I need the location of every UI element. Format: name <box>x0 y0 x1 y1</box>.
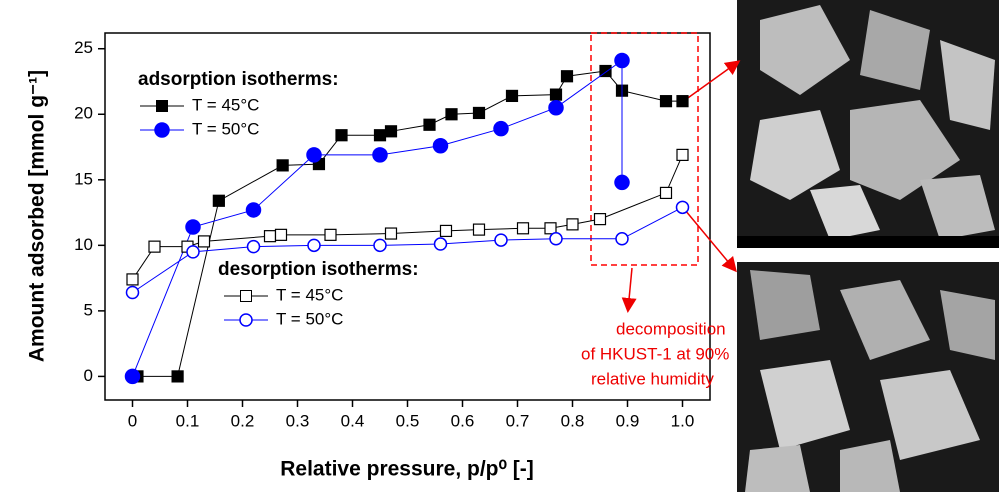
sem-top <box>737 0 999 248</box>
marker <box>212 194 225 207</box>
marker <box>246 239 261 254</box>
marker <box>274 228 288 241</box>
marker <box>549 232 563 246</box>
marker <box>263 230 277 243</box>
marker <box>599 64 612 78</box>
x-tick-label: 0.8 <box>561 411 585 430</box>
marker <box>659 95 673 108</box>
y-tick-label: 5 <box>84 300 93 319</box>
y-tick-label: 20 <box>74 104 93 123</box>
legend-label: T = 50°C <box>276 309 343 328</box>
marker <box>544 222 557 235</box>
marker <box>372 147 388 163</box>
y-axis-label: Amount adsorbed [mmol g⁻¹] <box>26 70 49 362</box>
marker <box>566 218 579 231</box>
marker <box>384 227 398 240</box>
marker <box>676 148 689 161</box>
x-tick-label: 0.1 <box>176 411 200 430</box>
series-line <box>132 59 623 377</box>
x-tick-label: 0.5 <box>396 411 420 430</box>
arrow <box>621 267 637 313</box>
marker <box>615 232 629 246</box>
marker <box>324 228 337 241</box>
x-tick-label: 0 <box>128 411 137 430</box>
y-tick-label: 10 <box>74 235 93 254</box>
marker <box>432 137 449 154</box>
annotation: relative humidity <box>591 369 714 388</box>
marker <box>433 237 448 251</box>
legend-title: desorption isotherms: <box>218 259 419 280</box>
y-tick-label: 15 <box>74 169 93 188</box>
legend-marker <box>156 100 168 112</box>
marker <box>675 200 690 215</box>
marker <box>384 125 398 138</box>
marker <box>307 238 321 253</box>
x-tick-label: 0.6 <box>451 411 475 430</box>
x-tick-label: 0.9 <box>616 411 640 430</box>
marker <box>124 368 141 385</box>
marker <box>171 370 184 383</box>
marker <box>614 174 630 191</box>
marker <box>659 186 673 200</box>
marker <box>373 238 387 253</box>
marker <box>245 202 262 218</box>
marker <box>472 106 486 120</box>
marker <box>373 129 387 142</box>
arrow <box>684 60 741 101</box>
marker <box>186 245 200 259</box>
marker <box>676 95 689 108</box>
marker <box>306 147 322 163</box>
x-tick-label: 0.7 <box>506 411 530 430</box>
marker <box>335 129 348 142</box>
series-line <box>132 206 683 293</box>
marker <box>125 285 140 300</box>
marker <box>423 118 436 131</box>
legend-marker <box>240 290 252 302</box>
marker <box>614 52 630 69</box>
legend-label: T = 50°C <box>192 119 259 138</box>
marker <box>560 70 574 83</box>
sem-bottom <box>737 262 999 492</box>
marker <box>494 233 508 247</box>
marker <box>185 219 201 235</box>
legend-marker <box>154 122 170 138</box>
highlight-box <box>590 32 699 266</box>
marker <box>472 223 486 236</box>
marker <box>197 235 211 248</box>
x-axis-label: Relative pressure, p/p⁰ [-] <box>280 458 534 481</box>
marker <box>126 273 139 286</box>
legend-marker <box>239 313 253 327</box>
x-tick-label: 0.4 <box>341 411 365 430</box>
x-tick-label: 0.2 <box>231 411 255 430</box>
x-tick-label: 0.3 <box>286 411 310 430</box>
legend-label: T = 45°C <box>192 95 259 114</box>
marker <box>505 89 519 103</box>
y-tick-label: 25 <box>74 38 93 57</box>
legend-label: T = 45°C <box>276 285 343 304</box>
marker <box>493 120 509 137</box>
x-tick-label: 1.0 <box>671 411 695 430</box>
marker <box>549 88 563 101</box>
marker <box>516 222 530 235</box>
y-tick-label: 0 <box>84 366 93 385</box>
marker <box>548 99 564 116</box>
marker <box>148 240 161 253</box>
series-line <box>132 154 683 280</box>
marker <box>445 108 458 121</box>
arrow <box>684 209 737 273</box>
marker <box>439 224 453 238</box>
marker <box>276 159 289 172</box>
marker <box>593 213 607 226</box>
annotation: decomposition <box>616 319 726 338</box>
annotation: of HKUST-1 at 90% <box>581 344 729 363</box>
legend-title: adsorption isotherms: <box>138 69 339 90</box>
